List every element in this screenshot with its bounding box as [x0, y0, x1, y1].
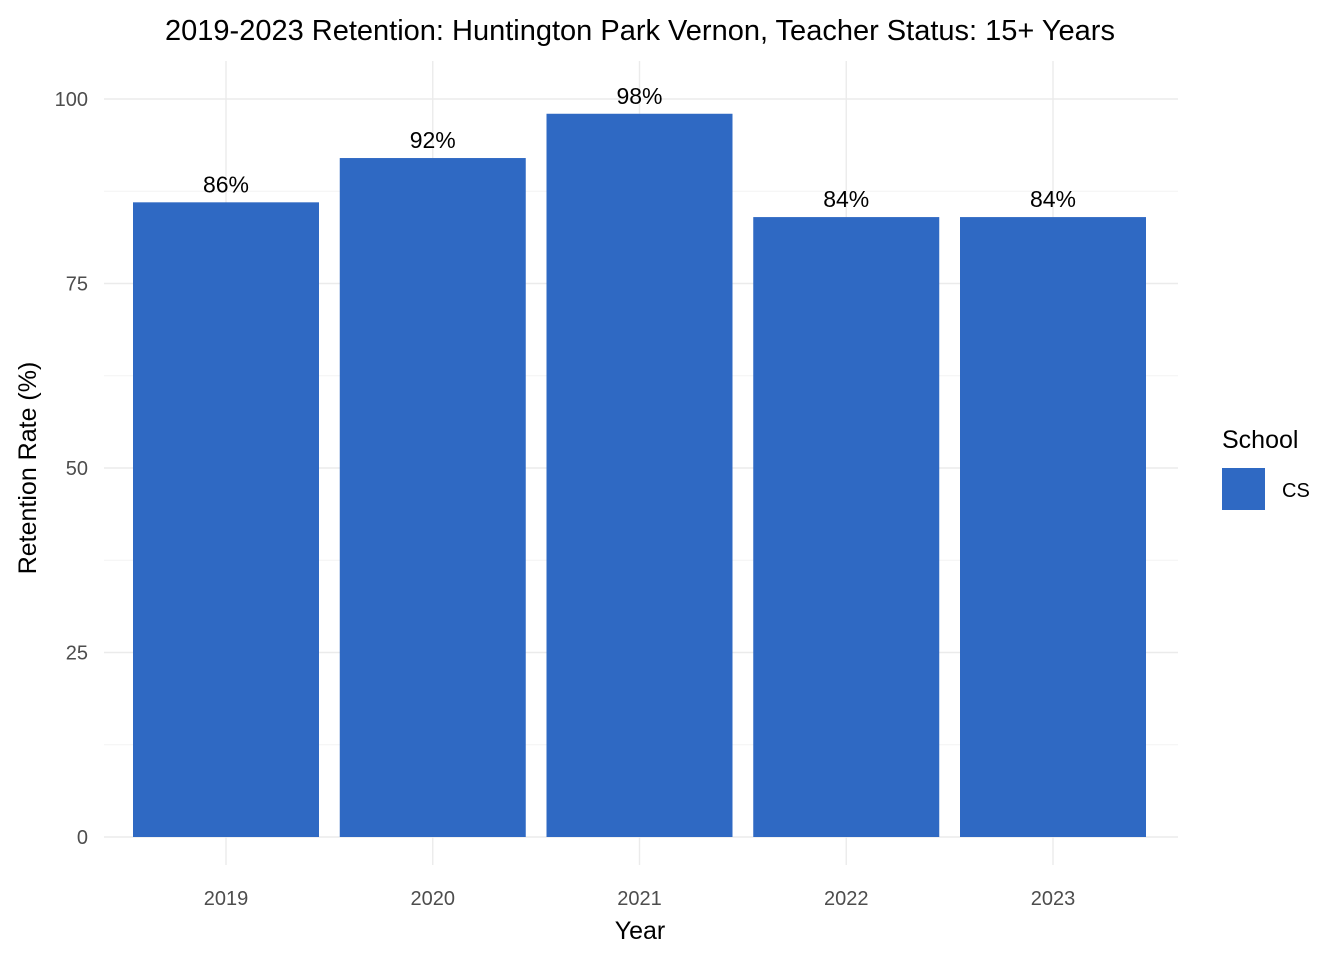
y-tick-label: 25: [66, 643, 88, 665]
x-axis-title: Year: [615, 917, 666, 945]
data-labels-layer: 86% 92% 98% 84% 84%: [203, 83, 1076, 212]
y-axis-ticks: 0 25 50 75 100: [55, 89, 88, 849]
x-tick-label-2023: 2023: [1031, 888, 1076, 910]
data-label-2023: 84%: [1030, 186, 1076, 212]
legend-label-cs: CS: [1282, 480, 1310, 502]
bar-2023: [960, 217, 1146, 837]
bar-2021: [546, 113, 733, 837]
data-label-2022: 84%: [823, 186, 869, 212]
x-tick-label-2021: 2021: [617, 888, 662, 910]
legend-key-cs: [1222, 468, 1265, 510]
x-tick-label-2020: 2020: [411, 888, 456, 910]
y-tick-label: 0: [77, 827, 88, 849]
data-label-2021: 98%: [616, 83, 662, 109]
y-tick-label: 100: [55, 89, 88, 111]
x-tick-label-2022: 2022: [824, 888, 869, 910]
y-tick-label: 75: [66, 274, 88, 296]
data-label-2019: 86%: [203, 171, 249, 197]
bars-layer: [133, 113, 1146, 838]
chart-title: 2019-2023 Retention: Huntington Park Ver…: [165, 15, 1115, 47]
data-label-2020: 92%: [410, 127, 456, 153]
bar-2022: [753, 217, 940, 837]
y-tick-label: 50: [66, 458, 88, 480]
bar-2019: [133, 202, 319, 837]
x-axis-ticks: 2019 2020 2021 2022 2023: [204, 888, 1076, 910]
legend-title: School: [1222, 426, 1298, 454]
x-tick-label-2019: 2019: [204, 888, 249, 910]
legend: School CS: [1222, 426, 1310, 510]
y-axis-title: Retention Rate (%): [14, 362, 42, 575]
bar-2020: [339, 158, 526, 838]
